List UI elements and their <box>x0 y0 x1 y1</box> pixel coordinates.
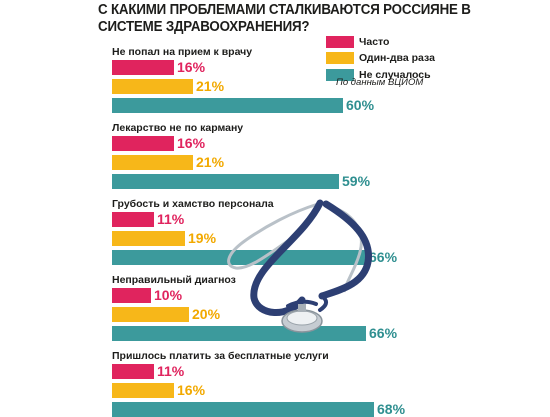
category-label: Пришлось платить за бесплатные услуги <box>112 350 329 362</box>
bar-once-twice <box>112 307 189 322</box>
bar-never <box>112 98 343 113</box>
value-label-often: 11% <box>157 211 185 227</box>
legend-label-never: Не случалось <box>359 68 431 81</box>
legend-item-never: Не случалось <box>326 67 435 82</box>
value-label-once-twice: 19% <box>188 230 217 246</box>
bar-often <box>112 136 174 151</box>
value-label-never: 66% <box>369 249 398 265</box>
category-label: Грубость и хамство персонала <box>112 198 274 210</box>
value-label-often: 16% <box>177 135 206 151</box>
bar-often <box>112 60 174 75</box>
source-note: По данным ВЦИОМ <box>336 77 424 88</box>
bar-often <box>112 212 154 227</box>
value-label-never: 66% <box>369 325 398 341</box>
legend-item-once-twice: Один-два раза <box>326 51 435 66</box>
legend: Часто Один-два раза Не случалось <box>326 34 435 84</box>
legend-label-often: Часто <box>359 35 390 48</box>
bar-once-twice <box>112 383 174 398</box>
bar-never <box>112 250 366 265</box>
bar-once-twice <box>112 155 193 170</box>
value-label-once-twice: 21% <box>196 154 225 170</box>
legend-item-often: Часто <box>326 34 435 49</box>
chart-title: С КАКИМИ ПРОБЛЕМАМИ СТАЛКИВАЮТСЯ РОССИЯН… <box>98 2 471 35</box>
bar-once-twice <box>112 79 193 94</box>
legend-swatch-never <box>326 68 354 81</box>
value-label-never: 60% <box>346 97 375 113</box>
bar-never <box>112 174 339 189</box>
category-label: Неправильный диагноз <box>112 274 236 286</box>
value-label-often: 16% <box>177 59 206 75</box>
category-label: Лекарство не по карману <box>112 122 244 134</box>
value-label-once-twice: 20% <box>192 306 221 322</box>
value-label-once-twice: 21% <box>196 78 225 94</box>
bar-often <box>112 288 151 303</box>
category-label: Не попал на прием к врачу <box>112 46 253 58</box>
bar-often <box>112 364 154 379</box>
value-label-never: 59% <box>342 173 371 189</box>
bar-never <box>112 326 366 341</box>
bar-once-twice <box>112 231 185 246</box>
legend-swatch-often <box>326 35 354 48</box>
value-label-often: 10% <box>154 287 183 303</box>
legend-swatch-once-twice <box>326 52 354 64</box>
bar-never <box>112 402 374 417</box>
value-label-once-twice: 16% <box>177 382 206 398</box>
value-label-often: 11% <box>157 363 185 379</box>
legend-label-once-twice: Один-два раза <box>359 52 435 64</box>
value-label-never: 68% <box>377 401 406 417</box>
